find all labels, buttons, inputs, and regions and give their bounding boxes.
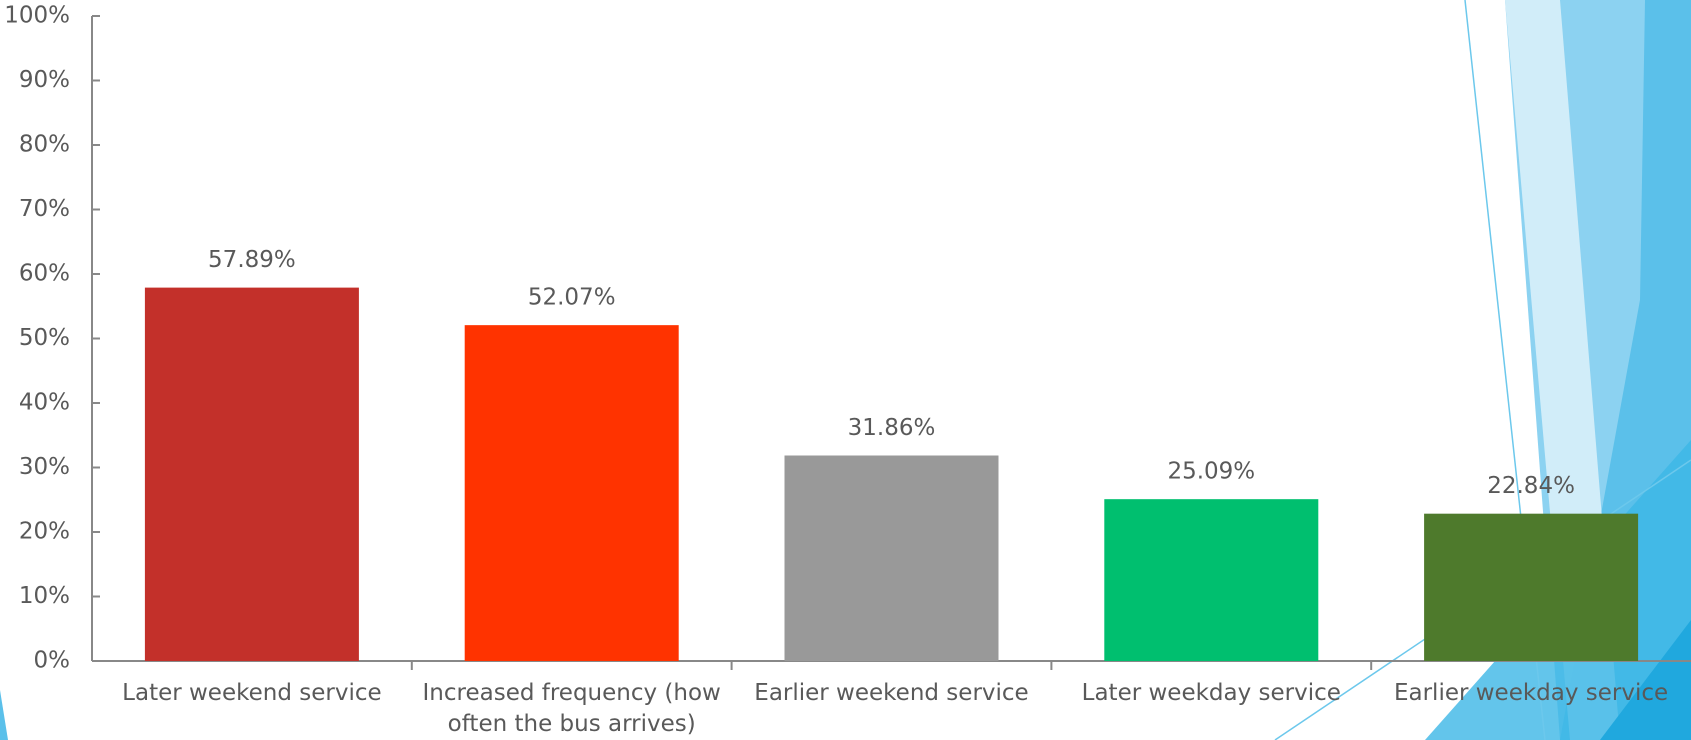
y-tick-label: 0% bbox=[34, 648, 71, 674]
bar bbox=[464, 325, 679, 661]
y-tick-label: 20% bbox=[19, 519, 70, 545]
x-tick-label: Later weekday service bbox=[1081, 680, 1341, 706]
y-tick-label: 10% bbox=[19, 583, 70, 609]
bar bbox=[1104, 499, 1319, 661]
data-label: 57.89% bbox=[208, 247, 296, 273]
bar bbox=[1424, 513, 1639, 661]
y-tick-label: 90% bbox=[19, 67, 70, 93]
bar bbox=[784, 455, 999, 661]
y-tick-label: 100% bbox=[4, 3, 70, 29]
y-tick-label: 40% bbox=[19, 390, 70, 416]
data-label: 31.86% bbox=[848, 415, 936, 441]
x-tick-label: Increased frequency (how often the bus a… bbox=[422, 680, 721, 737]
x-tick-label: Earlier weekend service bbox=[754, 680, 1029, 706]
y-tick-label: 30% bbox=[19, 454, 70, 480]
y-tick-label: 70% bbox=[19, 196, 70, 222]
x-tick-label: Later weekend service bbox=[122, 680, 382, 706]
x-tick-label: Earlier weekday service bbox=[1393, 680, 1669, 706]
bar bbox=[144, 287, 359, 661]
y-tick-label: 60% bbox=[19, 261, 70, 287]
data-label: 25.09% bbox=[1167, 459, 1255, 485]
y-tick-label: 50% bbox=[19, 325, 70, 351]
data-label: 52.07% bbox=[528, 285, 616, 311]
data-label: 22.84% bbox=[1487, 473, 1575, 499]
y-tick-label: 80% bbox=[19, 132, 70, 158]
